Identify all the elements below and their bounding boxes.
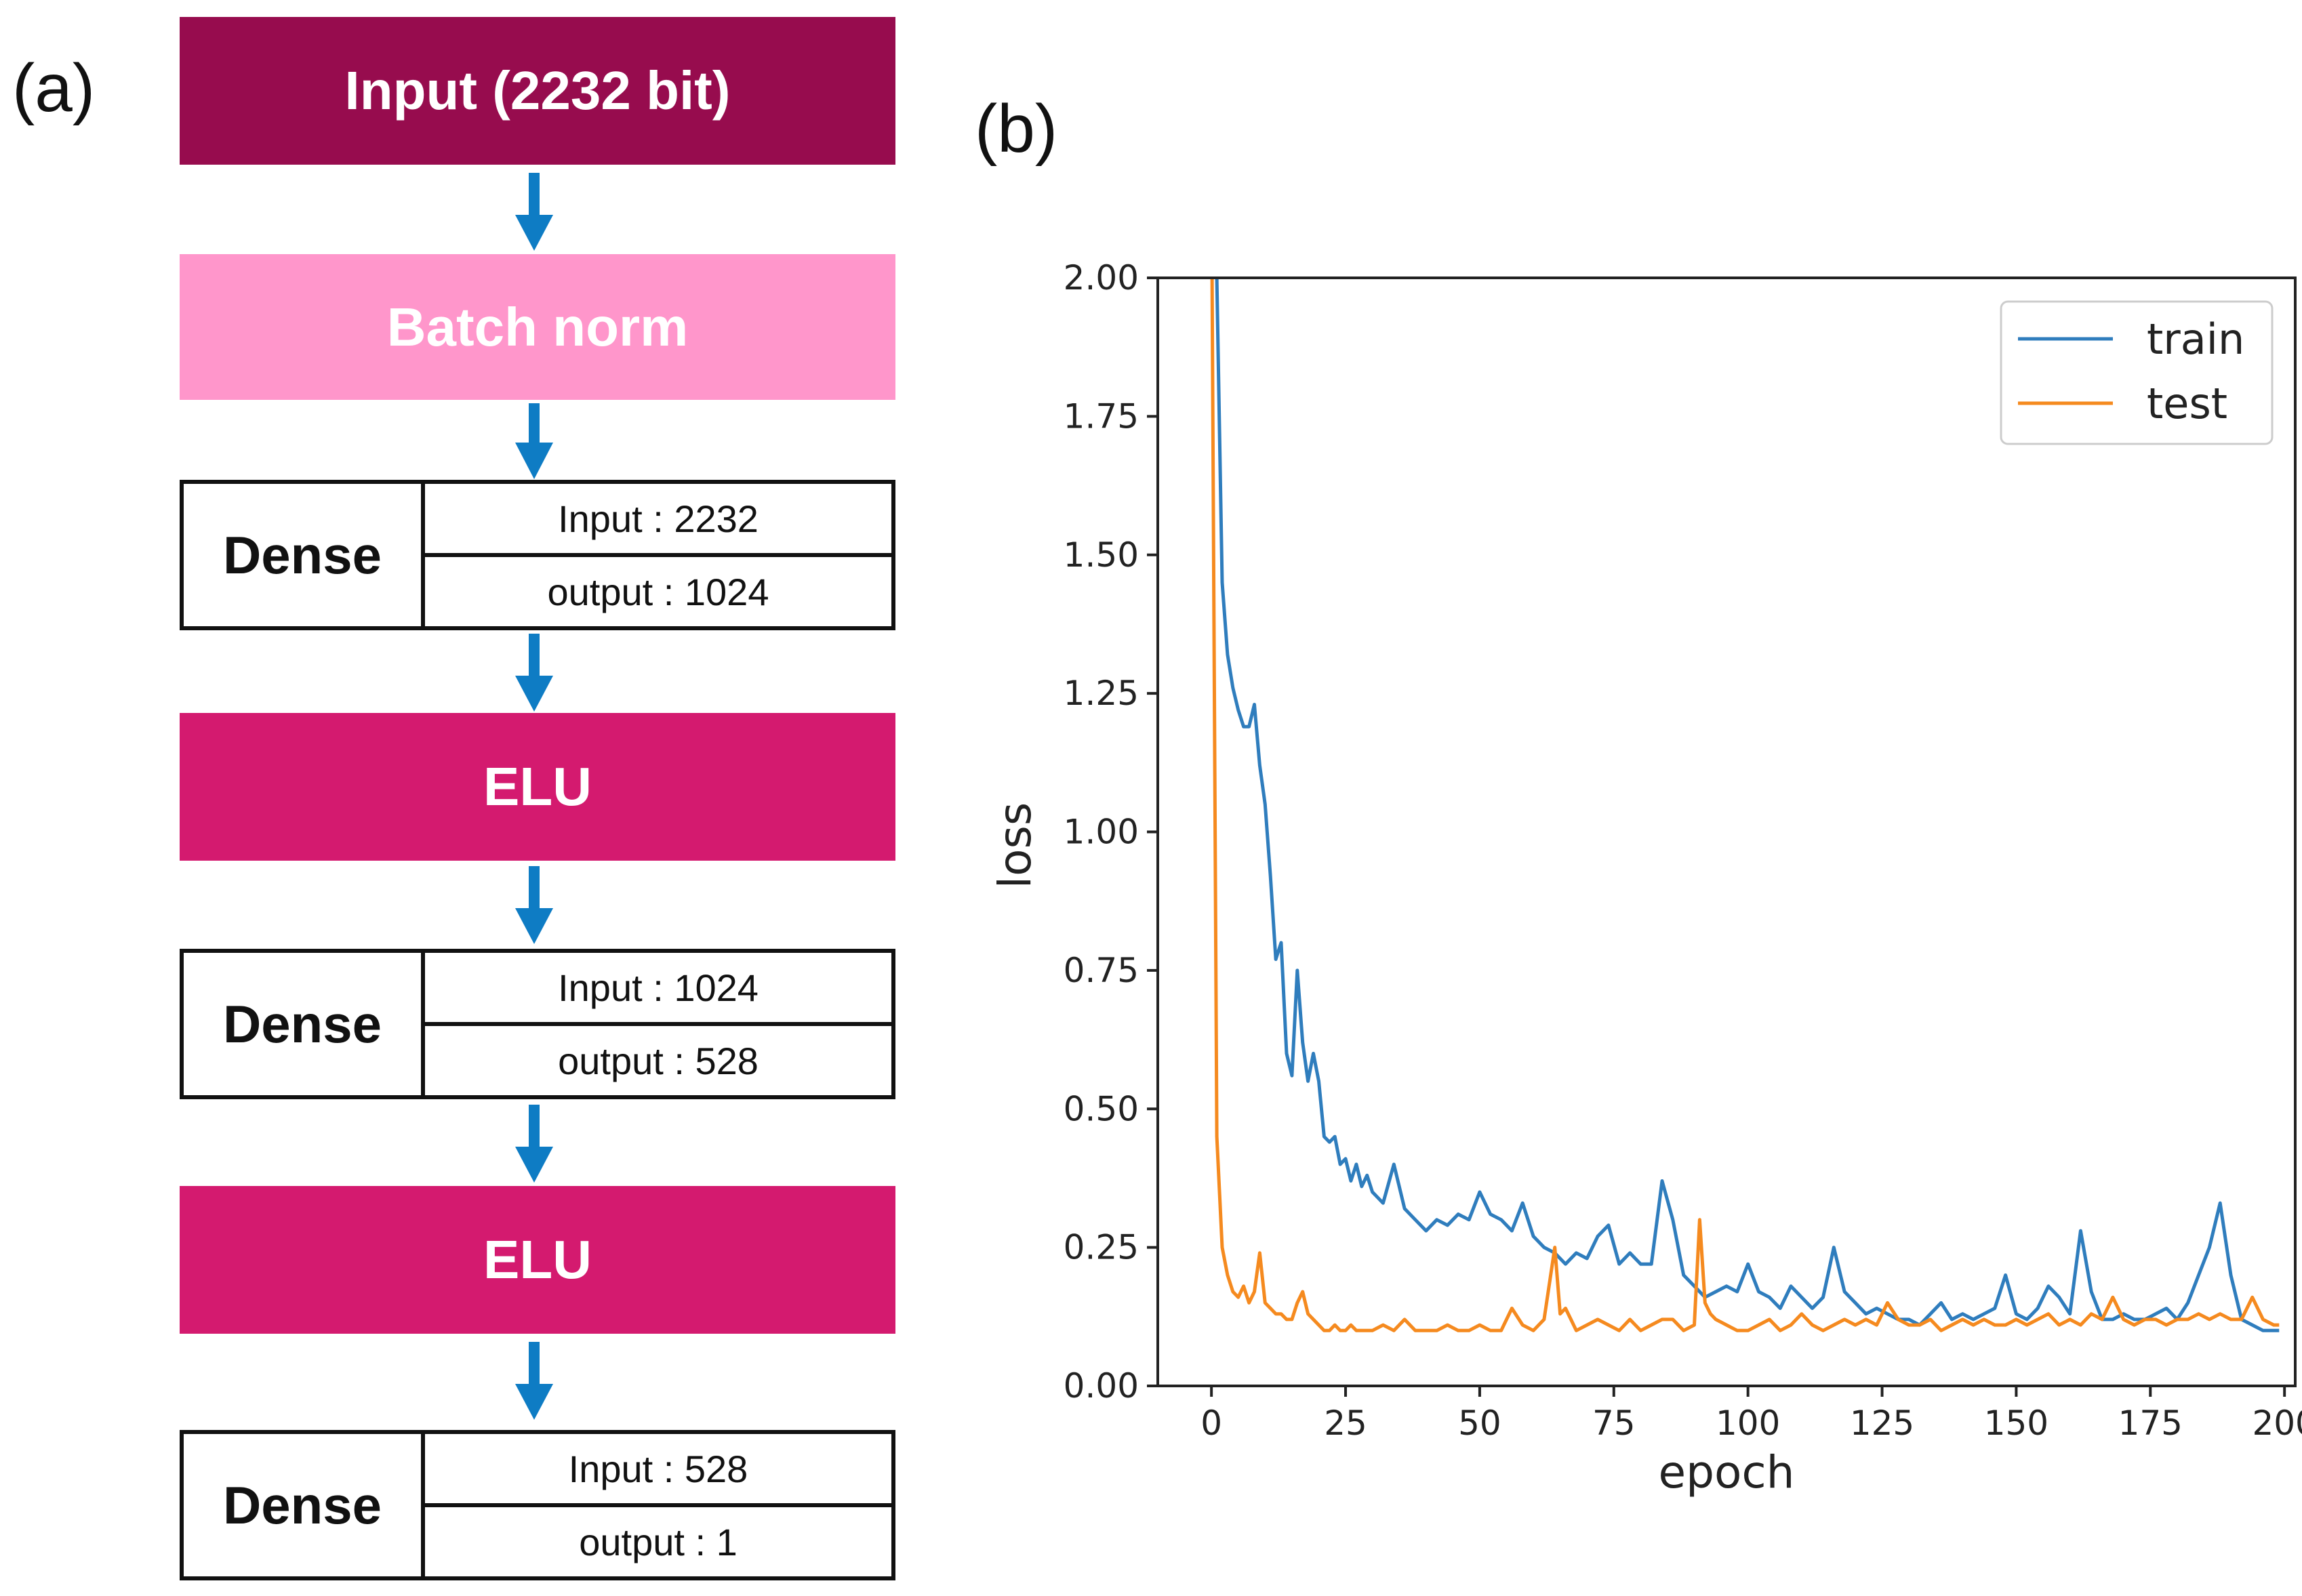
- arrow-down-icon: [515, 1342, 553, 1420]
- dense-layer-label: Dense: [184, 484, 425, 626]
- legend-label-train: train: [2147, 314, 2244, 364]
- dense-input-size: Input : 2232: [425, 484, 891, 557]
- dense-output-size: output : 1024: [547, 570, 769, 613]
- y-tick-label: 0.50: [1064, 1089, 1139, 1128]
- dense-output-size: output : 528: [558, 1039, 759, 1082]
- dense-layer-label: Dense: [184, 953, 425, 1095]
- x-tick-label: 200: [2252, 1404, 2302, 1443]
- x-axis-title: epoch: [1659, 1446, 1795, 1498]
- legend-label-test: test: [2147, 379, 2227, 428]
- y-tick-label: 1.50: [1064, 535, 1139, 575]
- x-tick-label: 75: [1592, 1404, 1636, 1443]
- y-tick-label: 1.25: [1064, 674, 1139, 713]
- series-line-train: [1215, 278, 2280, 1332]
- input-block: Input (2232 bit): [180, 17, 895, 165]
- y-tick-label: 0.25: [1064, 1228, 1139, 1267]
- dense-input-size: Input : 528: [425, 1434, 891, 1507]
- x-tick-label: 175: [2118, 1404, 2183, 1443]
- x-tick-label: 150: [1984, 1404, 2048, 1443]
- arrow-down-icon: [515, 173, 553, 251]
- arrow-down-icon: [515, 403, 553, 479]
- elu-block-1: ELU: [180, 713, 895, 861]
- y-tick-label: 1.75: [1064, 396, 1139, 436]
- dense-layer-1: Dense Input : 2232 output : 1024: [180, 480, 895, 630]
- arrow-down-icon: [515, 1105, 553, 1183]
- dense-layer-label: Dense: [184, 1434, 425, 1576]
- y-tick-label: 0.75: [1064, 951, 1139, 990]
- elu-block-2: ELU: [180, 1186, 895, 1334]
- x-tick-label: 50: [1458, 1404, 1501, 1443]
- y-tick-label: 0.00: [1064, 1366, 1139, 1406]
- batch-norm-block: Batch norm: [180, 254, 895, 400]
- dense-input-size: Input : 1024: [425, 953, 891, 1026]
- x-tick-label: 25: [1324, 1404, 1367, 1443]
- x-tick-label: 125: [1850, 1404, 1914, 1443]
- dense-layer-3: Dense Input : 528 output : 1: [180, 1430, 895, 1580]
- arrow-down-icon: [515, 634, 553, 712]
- dense-output-size: output : 1: [579, 1520, 738, 1563]
- panel-b-label: (b): [975, 91, 1058, 167]
- panel-a-label: (a): [12, 50, 96, 126]
- x-tick-label: 100: [1716, 1404, 1780, 1443]
- chart-legend: train test: [2000, 300, 2274, 445]
- y-tick-label: 1.00: [1064, 813, 1139, 852]
- y-axis-title: loss: [989, 802, 1041, 889]
- arrow-down-icon: [515, 866, 553, 944]
- dense-layer-2: Dense Input : 1024 output : 528: [180, 949, 895, 1099]
- series-line-test: [1210, 278, 2280, 1332]
- x-tick-label: 0: [1200, 1404, 1222, 1443]
- y-tick-label: 2.00: [1064, 258, 1139, 298]
